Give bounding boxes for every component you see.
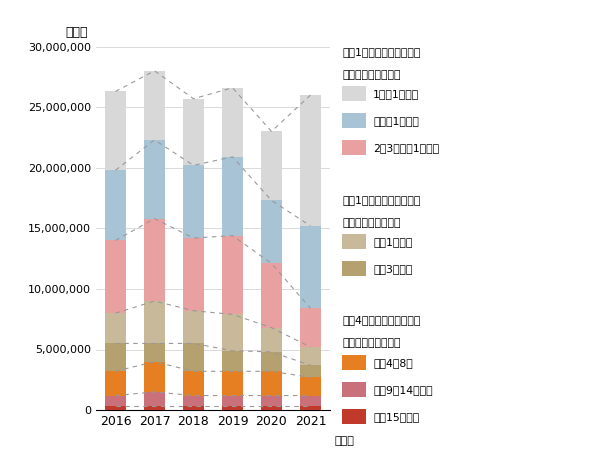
Bar: [222, 236, 243, 315]
Bar: [300, 406, 321, 410]
Bar: [144, 343, 165, 362]
Text: 半年に1回程度: 半年に1回程度: [373, 116, 419, 126]
Bar: [144, 219, 165, 301]
Bar: [261, 406, 282, 410]
Text: （人）: （人）: [65, 27, 88, 39]
Bar: [144, 71, 165, 140]
Bar: [144, 392, 165, 406]
Bar: [105, 343, 126, 371]
Text: 「ヘビーサウナー」: 「ヘビーサウナー」: [342, 338, 401, 349]
Text: 月に15回以上: 月に15回以上: [373, 412, 419, 422]
Bar: [105, 396, 126, 406]
Bar: [300, 396, 321, 406]
Text: 月に3回以下: 月に3回以下: [373, 264, 413, 274]
Bar: [222, 371, 243, 396]
Bar: [261, 263, 282, 328]
Text: 月に4回以上サウナに入る: 月に4回以上サウナに入る: [342, 315, 421, 325]
Text: 月に1回程度: 月に1回程度: [373, 237, 413, 247]
Bar: [222, 157, 243, 236]
Bar: [183, 311, 204, 343]
Bar: [300, 226, 321, 308]
Bar: [222, 88, 243, 157]
Text: 2～3カ月に1回程度: 2～3カ月に1回程度: [373, 143, 439, 153]
Bar: [261, 396, 282, 406]
Text: 月に9～14回程度: 月に9～14回程度: [373, 385, 433, 395]
Bar: [222, 396, 243, 406]
Bar: [105, 240, 126, 313]
Text: （年）: （年）: [335, 436, 355, 445]
Bar: [261, 131, 282, 200]
Bar: [105, 371, 126, 396]
Text: 「ミドルサウナー」: 「ミドルサウナー」: [342, 218, 401, 227]
Text: 月に1回以上サウナに入る: 月に1回以上サウナに入る: [342, 195, 421, 205]
Bar: [222, 351, 243, 371]
Bar: [300, 347, 321, 365]
Text: 「ライトサウナー」: 「ライトサウナー」: [342, 69, 401, 80]
Bar: [183, 406, 204, 410]
Bar: [183, 165, 204, 238]
Bar: [105, 91, 126, 170]
Bar: [222, 315, 243, 351]
Text: 1年に1回程度: 1年に1回程度: [373, 89, 419, 99]
Bar: [300, 95, 321, 226]
Bar: [300, 377, 321, 396]
Bar: [183, 396, 204, 406]
Bar: [261, 328, 282, 352]
Bar: [144, 301, 165, 343]
Bar: [261, 200, 282, 263]
Bar: [300, 308, 321, 347]
Bar: [261, 352, 282, 371]
Bar: [183, 99, 204, 165]
Bar: [105, 313, 126, 343]
Text: 年に1回以上サウナに入る: 年に1回以上サウナに入る: [342, 47, 421, 56]
Bar: [183, 371, 204, 396]
Bar: [183, 238, 204, 311]
Bar: [144, 406, 165, 410]
Text: 月に4～8回: 月に4～8回: [373, 358, 413, 368]
Bar: [300, 365, 321, 377]
Bar: [261, 371, 282, 396]
Bar: [105, 170, 126, 240]
Bar: [105, 406, 126, 410]
Bar: [222, 406, 243, 410]
Bar: [144, 140, 165, 219]
Bar: [183, 343, 204, 371]
Bar: [144, 362, 165, 392]
